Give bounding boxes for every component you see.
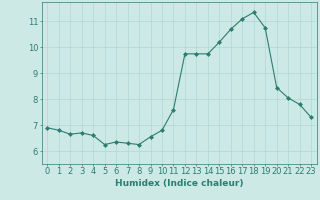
X-axis label: Humidex (Indice chaleur): Humidex (Indice chaleur) xyxy=(115,179,244,188)
